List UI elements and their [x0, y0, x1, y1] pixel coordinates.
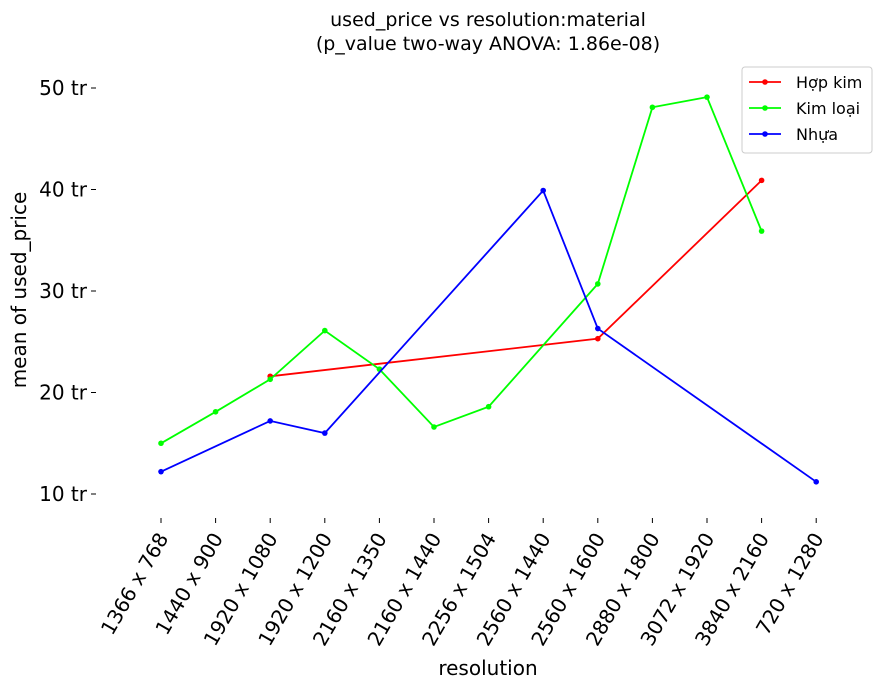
- data-point: [813, 479, 819, 485]
- data-point: [267, 418, 274, 424]
- data-point: [595, 281, 601, 287]
- series-group: [158, 94, 765, 447]
- y-tick-label: 10 tr: [39, 482, 88, 506]
- data-point: [267, 376, 274, 383]
- series-group: [267, 177, 765, 380]
- series-line: [160, 188, 817, 483]
- legend-marker: [762, 105, 768, 111]
- series-layer: [158, 94, 819, 485]
- series-line: [160, 96, 763, 445]
- legend: Hợp kim Kim loại Nhựa: [741, 66, 873, 154]
- data-point: [704, 94, 710, 100]
- y-axis-label: mean of used_price: [7, 192, 31, 389]
- data-point: [649, 104, 656, 111]
- data-point: [431, 424, 437, 430]
- data-point: [485, 403, 492, 410]
- data-point: [158, 440, 164, 447]
- legend-marker: [762, 79, 768, 85]
- y-tick-label: 20 tr: [39, 381, 88, 405]
- data-point: [758, 177, 765, 184]
- chart-subtitle: (p_value two-way ANOVA: 1.86e-08): [316, 33, 660, 55]
- data-point: [158, 468, 164, 475]
- data-point: [595, 325, 601, 332]
- legend-label: Nhựa: [796, 125, 838, 144]
- data-point: [758, 228, 765, 234]
- data-point: [540, 187, 546, 194]
- series-line: [270, 179, 763, 378]
- legend-label: Hợp kim: [796, 73, 862, 92]
- legend-label: Kim loại: [796, 99, 860, 118]
- chart-title: used_price vs resolution:material: [330, 9, 646, 31]
- y-tick-label: 30 tr: [39, 279, 88, 303]
- data-point: [322, 327, 328, 334]
- legend-box: [741, 66, 873, 154]
- y-axis: 10 tr 20 tr 30 tr 40 tr 50 tr: [39, 76, 96, 506]
- legend-marker: [762, 131, 768, 137]
- data-point: [595, 335, 601, 342]
- y-tick-label: 50 tr: [39, 76, 88, 100]
- data-point: [322, 430, 328, 436]
- series-group: [158, 187, 819, 485]
- x-axis-label: resolution: [438, 656, 537, 680]
- data-point: [212, 408, 219, 415]
- y-tick-label: 40 tr: [39, 178, 88, 202]
